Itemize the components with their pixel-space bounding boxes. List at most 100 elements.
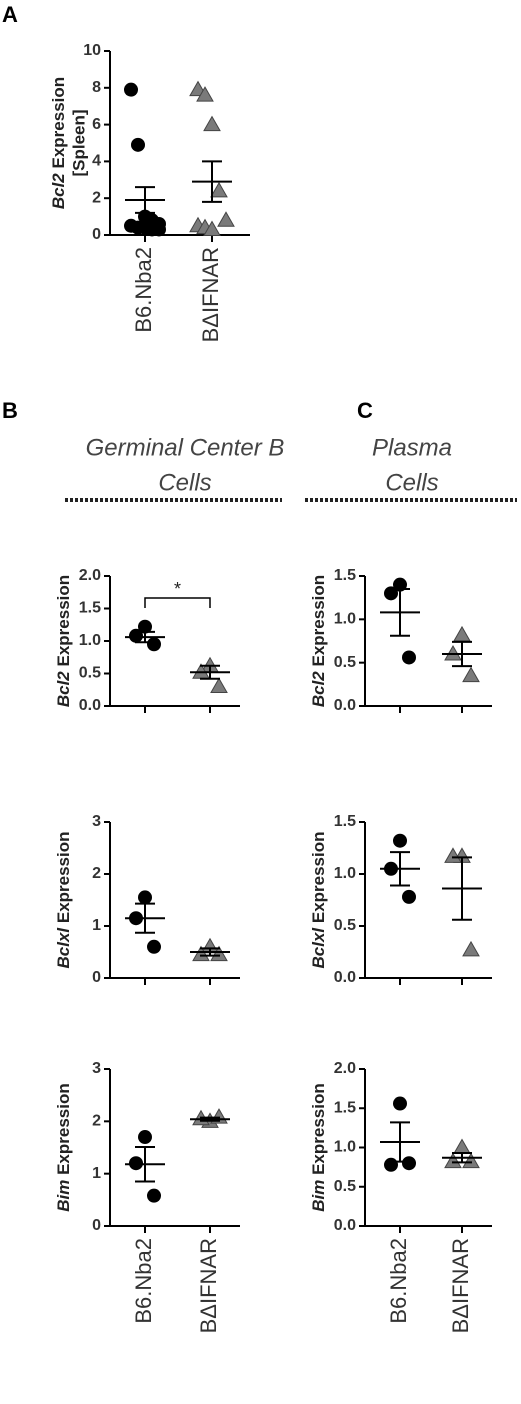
error-bar	[135, 186, 155, 214]
column-title: Cells	[385, 469, 438, 496]
y-tick-label: 6	[92, 116, 101, 133]
data-point	[147, 939, 161, 954]
y-axis-label-gene: Bcl2	[54, 671, 73, 707]
significance-bracket	[144, 597, 211, 608]
data-point	[444, 847, 462, 863]
data-point	[152, 222, 166, 237]
panel-label: B	[2, 398, 18, 423]
y-axis-label-text: Expression	[54, 1083, 73, 1175]
x-tick-label: B6.Nba2	[386, 1238, 411, 1324]
y-axis-label-text: Expression	[309, 831, 328, 923]
y-axis-label: Bcl2 Expression	[54, 575, 73, 707]
data-point	[210, 181, 228, 198]
y-axis-label: Bim Expression	[309, 1083, 328, 1212]
data-point	[453, 1138, 471, 1154]
y-tick-label: 0	[92, 1217, 101, 1234]
data-point	[203, 115, 221, 132]
data-point	[402, 1156, 416, 1171]
y-tick-label: 0.0	[334, 1217, 356, 1234]
y-tick-label: 2	[92, 189, 101, 206]
error-bar	[135, 902, 155, 934]
y-axis-label-gene: Bim	[309, 1180, 328, 1212]
data-point	[453, 625, 471, 642]
y-axis-label-gene: Bcl2	[49, 173, 68, 209]
error-bar	[135, 630, 155, 644]
y-tick-label: 2.0	[79, 567, 101, 584]
data-point	[138, 1130, 152, 1145]
x-tick-label: BΔIFNAR	[448, 1238, 473, 1333]
y-axis-label-gene: Bim	[54, 1180, 73, 1212]
data-point	[402, 650, 416, 665]
y-axis-label-gene: Bcl2	[309, 671, 328, 707]
y-tick-label: 1.5	[334, 567, 356, 584]
y-tick-label: 0	[92, 226, 101, 243]
y-axis-label: Bim Expression	[54, 1083, 73, 1212]
column-title: Plasma	[372, 434, 452, 461]
y-tick-label: 3	[92, 813, 101, 830]
error-bar	[202, 160, 222, 203]
error-bar	[135, 1145, 155, 1183]
error-bar	[390, 851, 410, 887]
y-axis-label-text: Expression	[309, 1083, 328, 1175]
significance-label: *	[174, 579, 181, 599]
y-tick-label: 0.5	[334, 654, 356, 671]
y-tick-label: 1.5	[334, 1099, 356, 1116]
y-tick-label: 3	[92, 1060, 101, 1077]
y-tick-label: 0.0	[79, 697, 101, 714]
column-title: Cells	[158, 469, 211, 496]
panel-label: A	[2, 2, 18, 27]
data-point	[138, 890, 152, 905]
y-tick-label: 1.5	[79, 600, 101, 617]
y-axis-label-text: Expression	[54, 831, 73, 923]
y-tick-label: 1	[92, 917, 101, 934]
error-bar	[452, 1151, 472, 1164]
error-bar	[200, 664, 220, 680]
error-bar	[452, 640, 472, 668]
data-point	[444, 1152, 462, 1169]
data-point	[210, 677, 228, 693]
data-point	[124, 82, 138, 97]
x-tick-label: B6.Nba2	[131, 1238, 156, 1324]
x-tick-label: B6.Nba2	[131, 247, 156, 333]
data-point	[462, 666, 480, 683]
y-tick-label: 1.0	[79, 632, 101, 649]
x-tick-label: BΔIFNAR	[198, 247, 223, 342]
y-tick-label: 8	[92, 79, 101, 96]
y-axis-label: Bcl2 Expression	[49, 77, 68, 209]
x-tick-label: BΔIFNAR	[196, 1238, 221, 1333]
y-axis-label: [Spleen]	[69, 109, 88, 176]
y-tick-label: 2	[92, 865, 101, 882]
data-point	[192, 945, 210, 962]
data-point	[129, 1156, 143, 1171]
error-bar	[390, 588, 410, 637]
error-bar	[200, 947, 220, 957]
y-tick-label: 0.5	[334, 917, 356, 934]
y-axis-label-gene: Bclxl	[54, 927, 73, 969]
y-axis-label-text: Expression	[309, 575, 328, 667]
y-axis-label: Bcl2 Expression	[309, 575, 328, 707]
y-axis-label-text: Expression	[54, 575, 73, 667]
error-bar	[452, 856, 472, 921]
error-bar	[200, 1116, 220, 1122]
data-point	[147, 637, 161, 652]
data-point	[462, 940, 480, 957]
error-bar	[390, 1121, 410, 1163]
y-tick-label: 4	[92, 153, 101, 170]
y-tick-label: 10	[83, 42, 101, 59]
data-point	[138, 619, 152, 634]
y-axis-label-gene: Bclxl	[309, 927, 328, 969]
data-point	[129, 628, 143, 643]
y-tick-label: 1.0	[334, 611, 356, 628]
y-tick-label: 0.5	[79, 665, 101, 682]
y-axis-label-text: Expression	[49, 77, 68, 169]
column-title: Germinal Center B	[86, 434, 285, 461]
y-axis-label: Bclxl Expression	[309, 831, 328, 968]
y-tick-label: 0.5	[334, 1178, 356, 1195]
y-tick-label: 0.0	[334, 697, 356, 714]
data-point	[147, 1188, 161, 1203]
data-point	[217, 211, 235, 227]
y-tick-label: 0.0	[334, 969, 356, 986]
data-point	[210, 945, 228, 962]
y-tick-label: 1.0	[334, 865, 356, 882]
